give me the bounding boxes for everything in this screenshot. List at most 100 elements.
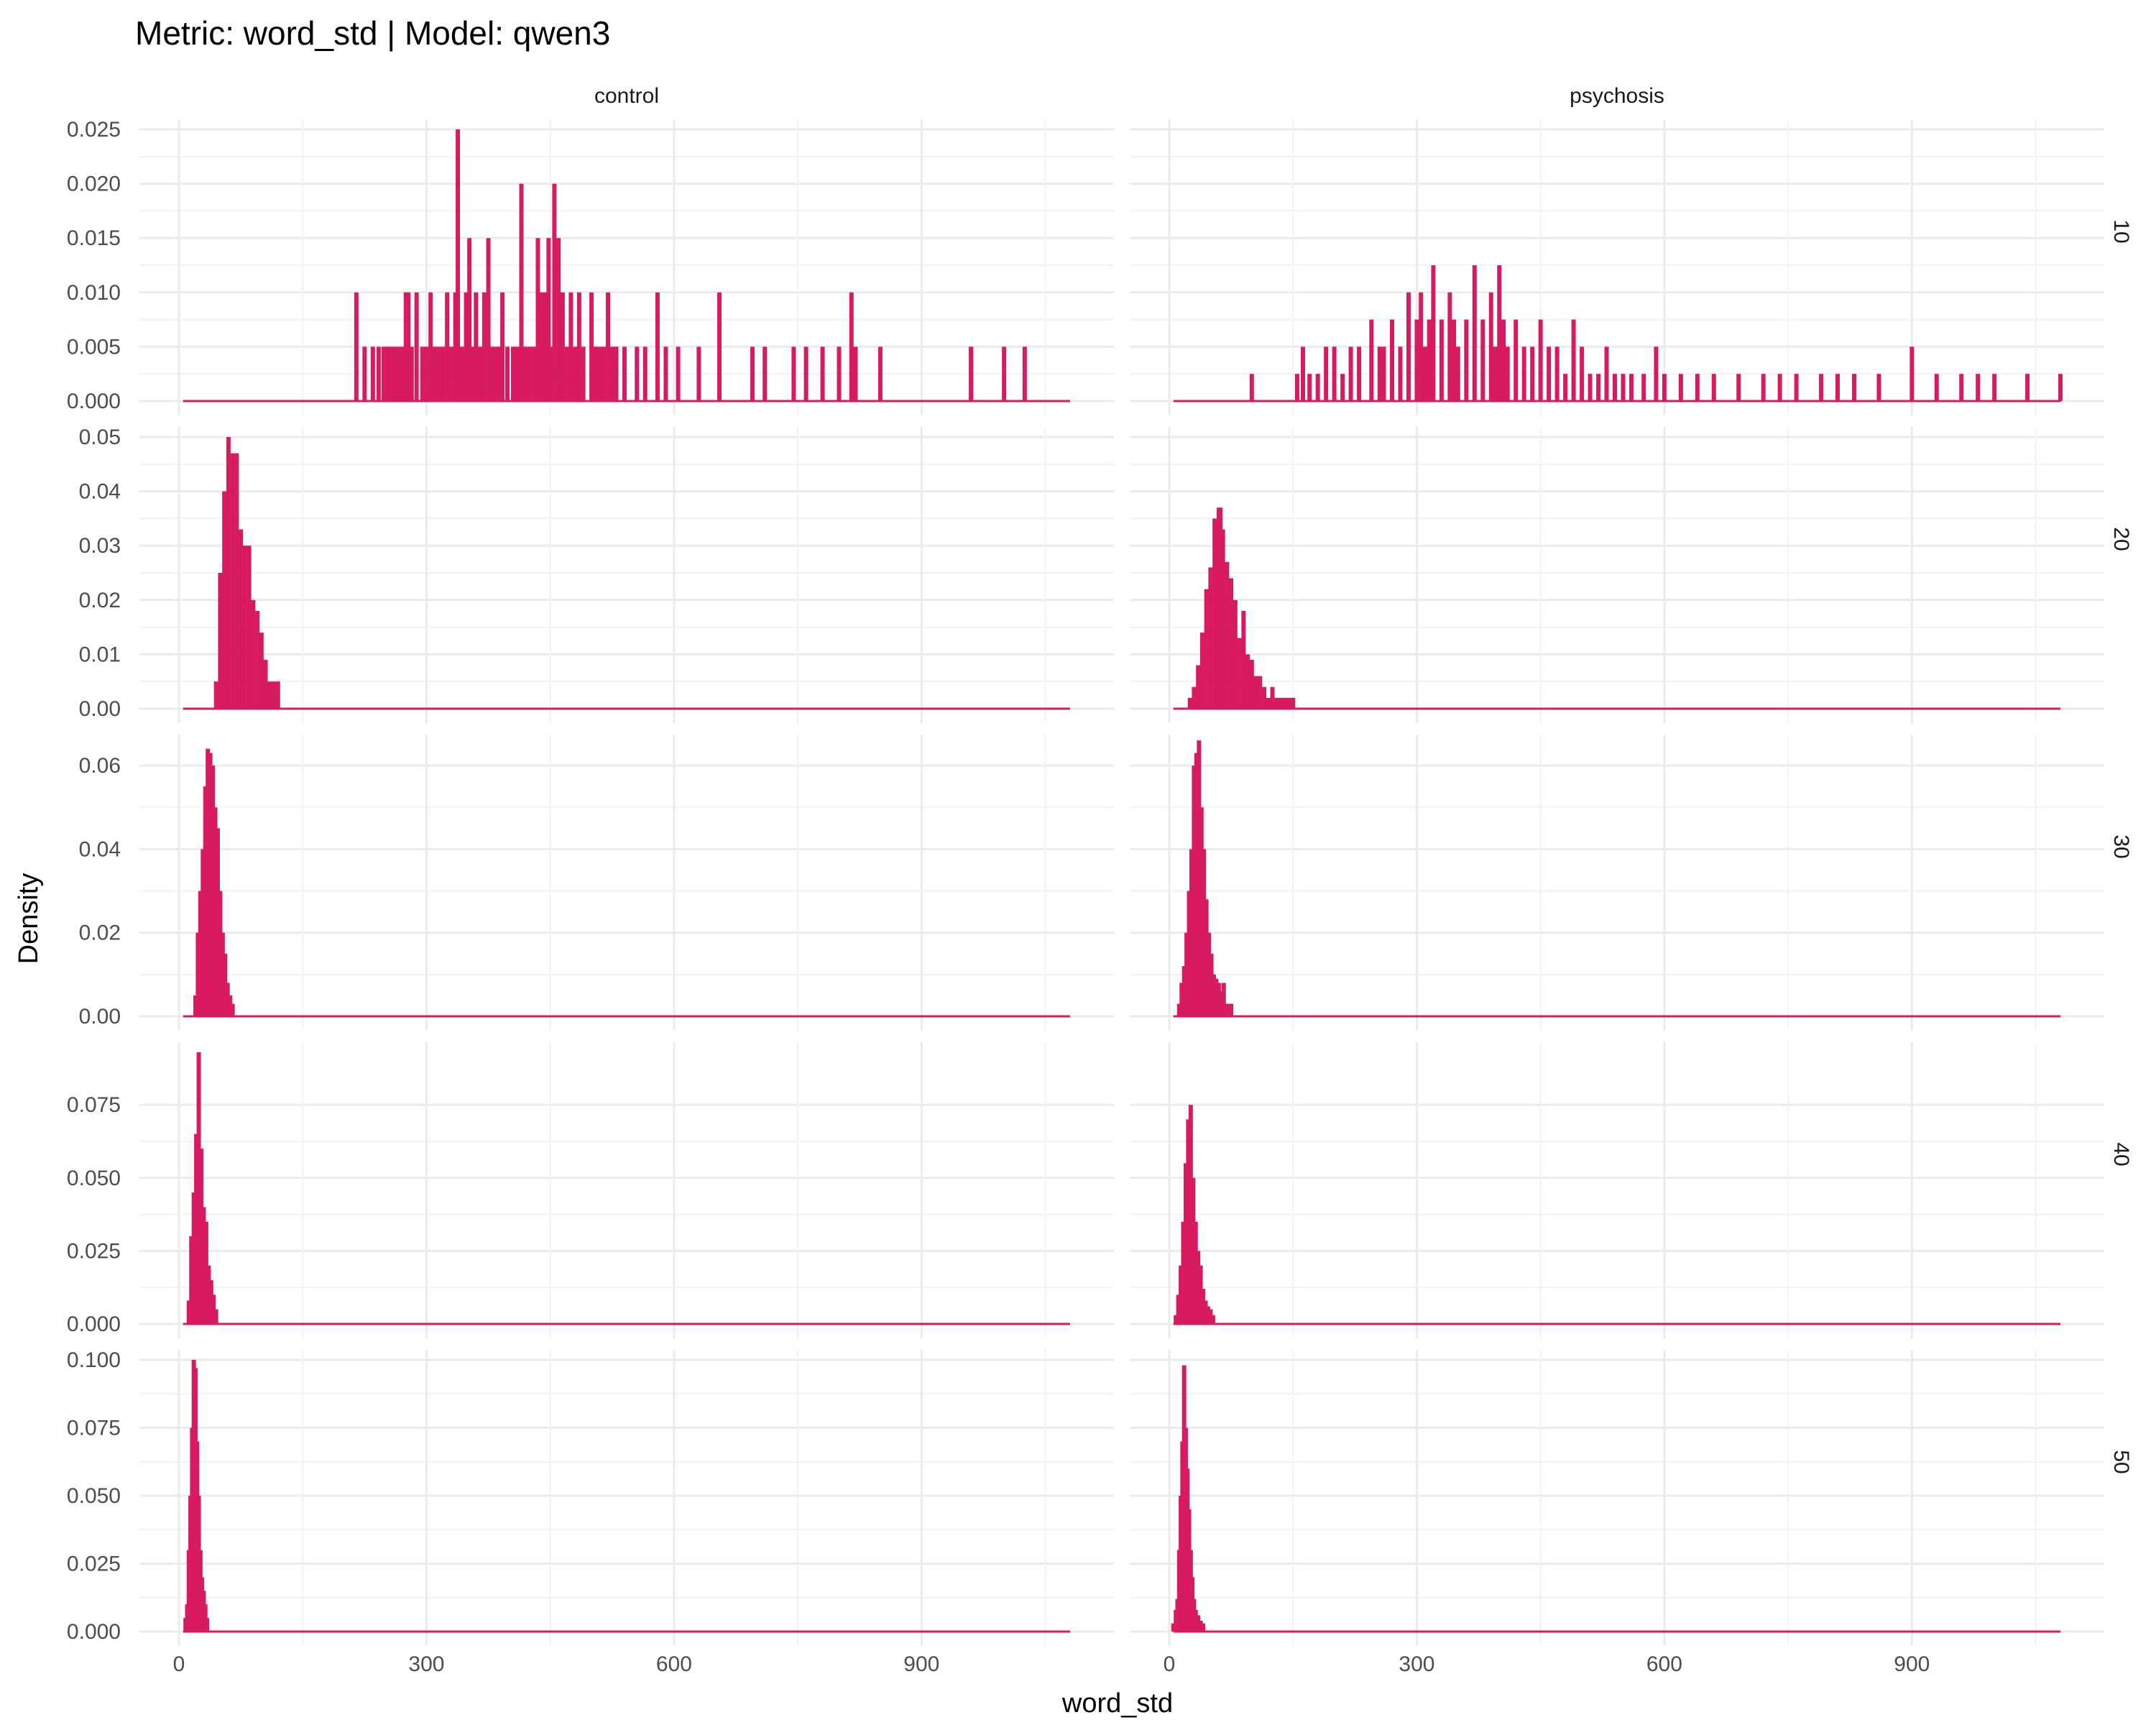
histogram-bar (1332, 346, 1337, 401)
histogram-bar (1196, 1251, 1201, 1324)
histogram-bar (1194, 753, 1199, 1016)
histogram-bar (1253, 676, 1258, 709)
histogram-bar (196, 1052, 201, 1324)
histogram-bar (853, 346, 858, 401)
histogram-bar (247, 546, 252, 709)
histogram-bar (1192, 686, 1197, 709)
histogram-bar (602, 346, 607, 401)
histogram-bar (1398, 346, 1403, 401)
facet-strip-label-control: control (594, 84, 659, 108)
histogram-bar (576, 292, 581, 401)
histogram-bar (511, 346, 515, 401)
histogram-bar (1286, 697, 1291, 709)
histogram-bar (1220, 529, 1225, 709)
histogram-bar (527, 346, 532, 401)
histogram-bar (395, 346, 400, 401)
histogram-bar (1186, 1119, 1191, 1324)
y-tick-label: 0.015 (67, 226, 121, 250)
histogram-bar (1369, 319, 1374, 401)
histogram-bar (2025, 374, 2030, 401)
histogram-bar (1179, 1265, 1184, 1324)
histogram-bar (1204, 899, 1209, 1016)
histogram-bar (1282, 697, 1287, 709)
histogram-bar (750, 346, 755, 401)
histogram-bar (820, 346, 825, 401)
histogram-bar (1521, 346, 1526, 401)
histogram-bar (186, 1300, 191, 1324)
histogram-bar (1183, 1163, 1188, 1324)
histogram-bar (1992, 374, 1997, 401)
histogram-bar (1493, 346, 1498, 401)
histogram-bar (1422, 346, 1427, 401)
histogram-bar (1171, 1623, 1176, 1632)
facet-strip-label-40: 40 (2109, 1142, 2133, 1166)
histogram-bar (211, 765, 216, 1016)
histogram-bar (403, 292, 408, 401)
histogram-bar (267, 681, 272, 709)
y-tick-label: 0.020 (67, 172, 121, 196)
histogram-bar (1377, 346, 1382, 401)
histogram-bar (589, 292, 594, 401)
y-tick-label: 0.06 (79, 754, 121, 778)
histogram-bar (453, 292, 458, 401)
y-axis-title: Density (14, 873, 44, 965)
histogram-bar (1193, 1221, 1198, 1324)
histogram-bar (467, 238, 472, 401)
histogram-bar (199, 1149, 203, 1324)
y-tick-label: 0.02 (79, 921, 121, 945)
x-tick-label: 600 (656, 1652, 692, 1676)
y-tick-label: 0.010 (67, 281, 121, 305)
histogram-bar (1207, 932, 1212, 1016)
histogram-bar (1199, 807, 1204, 1016)
histogram-bar (1221, 983, 1226, 1016)
histogram-bar (1002, 346, 1007, 401)
histogram-bar (540, 292, 545, 401)
histogram-bar (1497, 265, 1502, 401)
histogram-bar (1419, 292, 1424, 401)
histogram-bar (1197, 740, 1202, 1016)
x-tick-label: 300 (1399, 1652, 1434, 1676)
y-tick-label: 0.000 (67, 1312, 121, 1336)
histogram-bar (459, 346, 464, 401)
histogram-bar (717, 292, 722, 401)
histogram-bar (203, 1221, 208, 1324)
histogram-bar (552, 183, 557, 401)
histogram-bar (655, 292, 660, 401)
histogram-bar (1188, 1105, 1193, 1324)
y-tick-label: 0.025 (67, 1239, 121, 1263)
histogram-bar (206, 1265, 211, 1324)
histogram-bar (387, 346, 392, 401)
histogram-bar (635, 346, 640, 401)
x-tick-label: 300 (408, 1652, 444, 1676)
histogram-bar (556, 238, 561, 401)
histogram-bar (1357, 346, 1362, 401)
histogram-bar (1199, 632, 1204, 709)
histogram-bar (1431, 265, 1436, 401)
y-tick-label: 0.050 (67, 1167, 121, 1190)
histogram-bar (1249, 374, 1254, 401)
histogram-bar (1204, 589, 1209, 709)
histogram-bar (1203, 1300, 1208, 1324)
histogram-bar (215, 828, 220, 1016)
histogram-bar (593, 346, 598, 401)
histogram-bar (275, 681, 280, 709)
histogram-bar (1301, 346, 1305, 401)
y-tick-label: 0.000 (67, 1620, 121, 1644)
histogram-bar (663, 346, 668, 401)
histogram-bar (1279, 697, 1283, 709)
histogram-bar (1249, 659, 1254, 709)
histogram-bar (213, 807, 218, 1016)
histogram-bar (763, 346, 768, 401)
histogram-bar (2058, 374, 2063, 401)
y-tick-label: 0.03 (79, 534, 121, 558)
histogram-bar (464, 292, 469, 401)
histogram-bar (1208, 1309, 1213, 1324)
histogram-bar (1621, 374, 1626, 401)
y-tick-label: 0.00 (79, 697, 121, 721)
histogram-bar (490, 346, 495, 401)
histogram-bar (1192, 765, 1197, 1016)
histogram-bar (263, 659, 268, 709)
x-tick-label: 0 (1164, 1652, 1176, 1676)
histogram-bar (448, 346, 453, 401)
